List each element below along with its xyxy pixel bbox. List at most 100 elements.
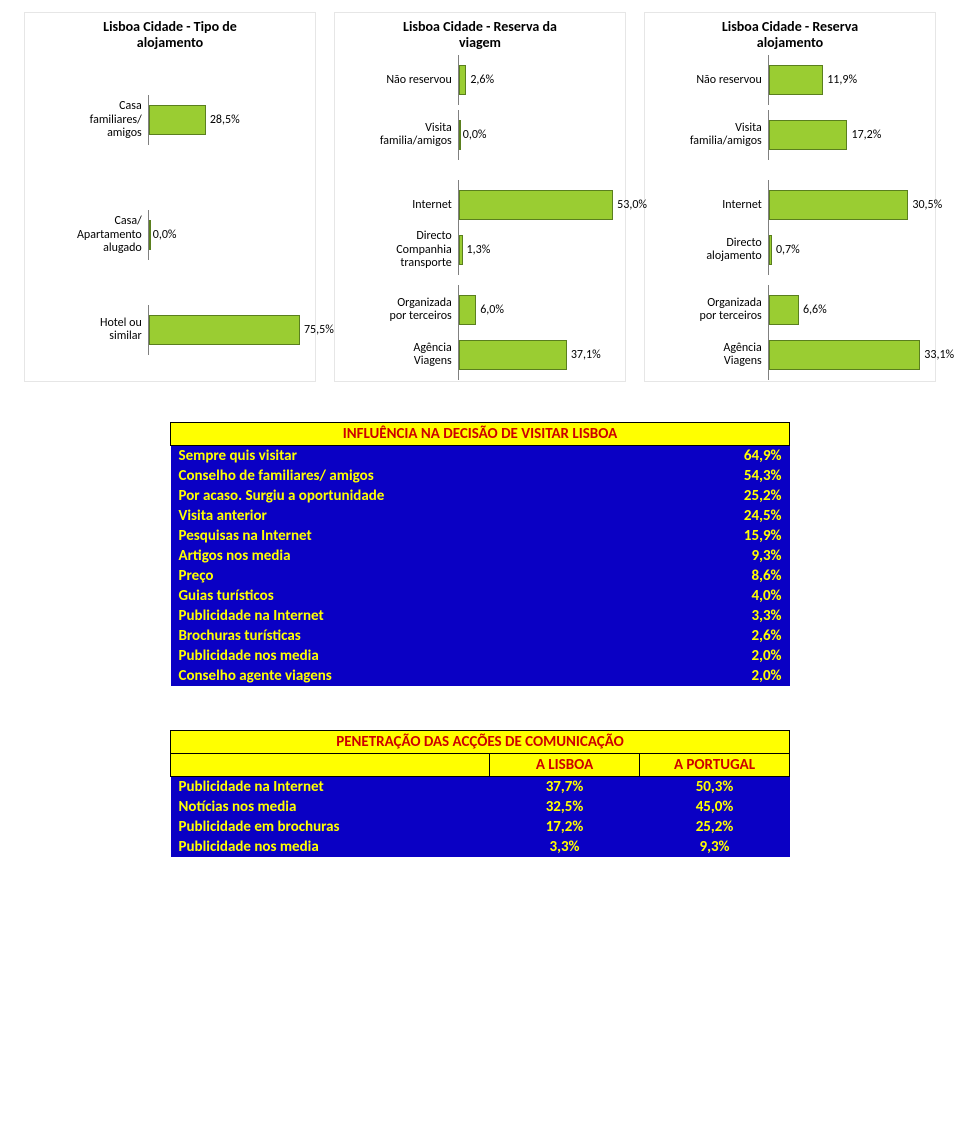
chart-row-label: Visita familia/amigos	[651, 122, 768, 148]
chart-row-track: 37,1%	[458, 330, 619, 380]
chart-row-label: Directo Companhia transporte	[341, 230, 458, 270]
chart-bar-value: 11,9%	[827, 73, 857, 87]
chart-row-label: Directo alojamento	[651, 237, 768, 263]
chart-title: Lisboa Cidade - Tipo de alojamento	[31, 19, 309, 51]
chart-panel-2: Lisboa Cidade - Reserva alojamentoNão re…	[644, 12, 936, 382]
table-row-value-lisboa: 32,5%	[490, 797, 640, 817]
chart-bar	[459, 120, 461, 150]
table-row-value: 15,9%	[670, 526, 790, 546]
table-row: Brochuras turísticas2,6%	[171, 626, 790, 646]
table-row-label: Publicidade na Internet	[171, 606, 670, 626]
table-row-label: Preço	[171, 566, 670, 586]
chart-bar	[149, 220, 151, 250]
table-row-label: Sempre quis visitar	[171, 446, 670, 467]
chart-bar	[769, 190, 909, 220]
table-row-value-portugal: 45,0%	[640, 797, 790, 817]
chart-bar	[459, 65, 467, 95]
chart-row-label: Não reservou	[651, 74, 768, 87]
table-row-value: 24,5%	[670, 506, 790, 526]
table-row-value-lisboa: 37,7%	[490, 777, 640, 798]
table-row-label: Artigos nos media	[171, 546, 670, 566]
chart-row: Casa familiares/ amigos28,5%	[31, 95, 309, 145]
chart-row-track: 0,0%	[148, 210, 309, 260]
chart-row: Hotel ou similar75,5%	[31, 305, 309, 355]
table-influence-title: INFLUÊNCIA NA DECISÃO DE VISITAR LISBOA	[171, 423, 790, 446]
chart-row-label: Hotel ou similar	[31, 317, 148, 343]
table-row-label: Brochuras turísticas	[171, 626, 670, 646]
table-row: Sempre quis visitar64,9%	[171, 446, 790, 467]
chart-bar	[769, 340, 921, 370]
table-influence-wrap: INFLUÊNCIA NA DECISÃO DE VISITAR LISBOAS…	[24, 422, 936, 686]
table-row: Guias turísticos4,0%	[171, 586, 790, 606]
table-row-value: 2,0%	[670, 666, 790, 686]
chart-bar-value: 17,2%	[851, 128, 881, 142]
table-row: Pesquisas na Internet15,9%	[171, 526, 790, 546]
chart-area: Casa familiares/ amigos28,5% Casa/ Aparta…	[31, 55, 309, 365]
table-column-header: A PORTUGAL	[640, 754, 790, 777]
chart-row-track: 0,7%	[768, 225, 929, 275]
table-row-label: Publicidade nos media	[171, 837, 490, 857]
table-row-label: Guias turísticos	[171, 586, 670, 606]
chart-row-label: Internet	[651, 199, 768, 212]
table-penetration-wrap: PENETRAÇÃO DAS ACÇÕES DE COMUNICAÇÃOA LI…	[24, 730, 936, 857]
table-row-value: 2,6%	[670, 626, 790, 646]
table-row-label: Publicidade em brochuras	[171, 817, 490, 837]
chart-bar-value: 6,6%	[803, 303, 827, 317]
chart-row: Directo alojamento 0,7%	[651, 225, 929, 275]
table-row-value: 8,6%	[670, 566, 790, 586]
table-row-value: 54,3%	[670, 466, 790, 486]
chart-row-label: Organizada por terceiros	[651, 297, 768, 323]
table-row-value: 64,9%	[670, 446, 790, 467]
charts-row: Lisboa Cidade - Tipo de alojamento Casa f…	[24, 12, 936, 382]
chart-row-label: Casa/ Apartamento alugado	[31, 215, 148, 255]
chart-bar-value: 75,5%	[304, 323, 334, 337]
chart-row-label: Agência Viagens	[341, 342, 458, 368]
table-row-value-portugal: 9,3%	[640, 837, 790, 857]
chart-bar	[769, 65, 823, 95]
table-row: Publicidade na Internet3,3%	[171, 606, 790, 626]
chart-bar	[149, 105, 206, 135]
chart-row-track: 33,1%	[768, 330, 929, 380]
table-row: Publicidade nos media3,3%9,3%	[171, 837, 790, 857]
chart-row-label: Agência Viagens	[651, 342, 768, 368]
chart-title: Lisboa Cidade - Reserva da viagem	[341, 19, 619, 51]
chart-bar-value: 0,7%	[776, 243, 800, 257]
chart-bar	[769, 120, 848, 150]
table-row: Conselho agente viagens2,0%	[171, 666, 790, 686]
chart-area: Não reservou 11,9% Visita familia/amigos 17…	[651, 55, 929, 365]
chart-row-track: 30,5%	[768, 180, 929, 230]
table-row-value: 2,0%	[670, 646, 790, 666]
chart-bar	[769, 235, 772, 265]
table-row: Conselho de familiares/ amigos54,3%	[171, 466, 790, 486]
chart-bar-value: 1,3%	[467, 243, 491, 257]
table-row: Por acaso. Surgiu a oportunidade25,2%	[171, 486, 790, 506]
chart-bar	[769, 295, 799, 325]
chart-row-label: Casa familiares/ amigos	[31, 100, 148, 140]
chart-area: Não reservou2,6%Visita familia/amigos0,0…	[341, 55, 619, 365]
chart-row: Agência Viagens33,1%	[651, 330, 929, 380]
table-row-label: Publicidade na Internet	[171, 777, 490, 798]
table-column-header: A LISBOA	[490, 754, 640, 777]
chart-bar-value: 53,0%	[617, 198, 647, 212]
chart-row-track: 2,6%	[458, 55, 619, 105]
chart-row-track: 75,5%	[148, 305, 309, 355]
table-influence: INFLUÊNCIA NA DECISÃO DE VISITAR LISBOAS…	[170, 422, 790, 686]
table-penetration-title: PENETRAÇÃO DAS ACÇÕES DE COMUNICAÇÃO	[171, 731, 790, 754]
chart-bar	[459, 190, 613, 220]
table-row-label: Por acaso. Surgiu a oportunidade	[171, 486, 670, 506]
chart-row-track: 53,0%	[458, 180, 619, 230]
chart-row: Visita familia/amigos0,0%	[341, 110, 619, 160]
table-row: Preço8,6%	[171, 566, 790, 586]
chart-row: Não reservou 11,9%	[651, 55, 929, 105]
table-row-value-lisboa: 3,3%	[490, 837, 640, 857]
table-row-label: Publicidade nos media	[171, 646, 670, 666]
chart-row-track: 1,3%	[458, 225, 619, 275]
chart-row-track: 6,6%	[768, 285, 929, 335]
chart-bar-value: 0,0%	[463, 128, 487, 142]
chart-bar-value: 0,0%	[153, 228, 177, 242]
table-row-label: Pesquisas na Internet	[171, 526, 670, 546]
table-row-label: Visita anterior	[171, 506, 670, 526]
chart-row-track: 6,0%	[458, 285, 619, 335]
table-row: Notícias nos media32,5%45,0%	[171, 797, 790, 817]
chart-bar	[459, 340, 567, 370]
